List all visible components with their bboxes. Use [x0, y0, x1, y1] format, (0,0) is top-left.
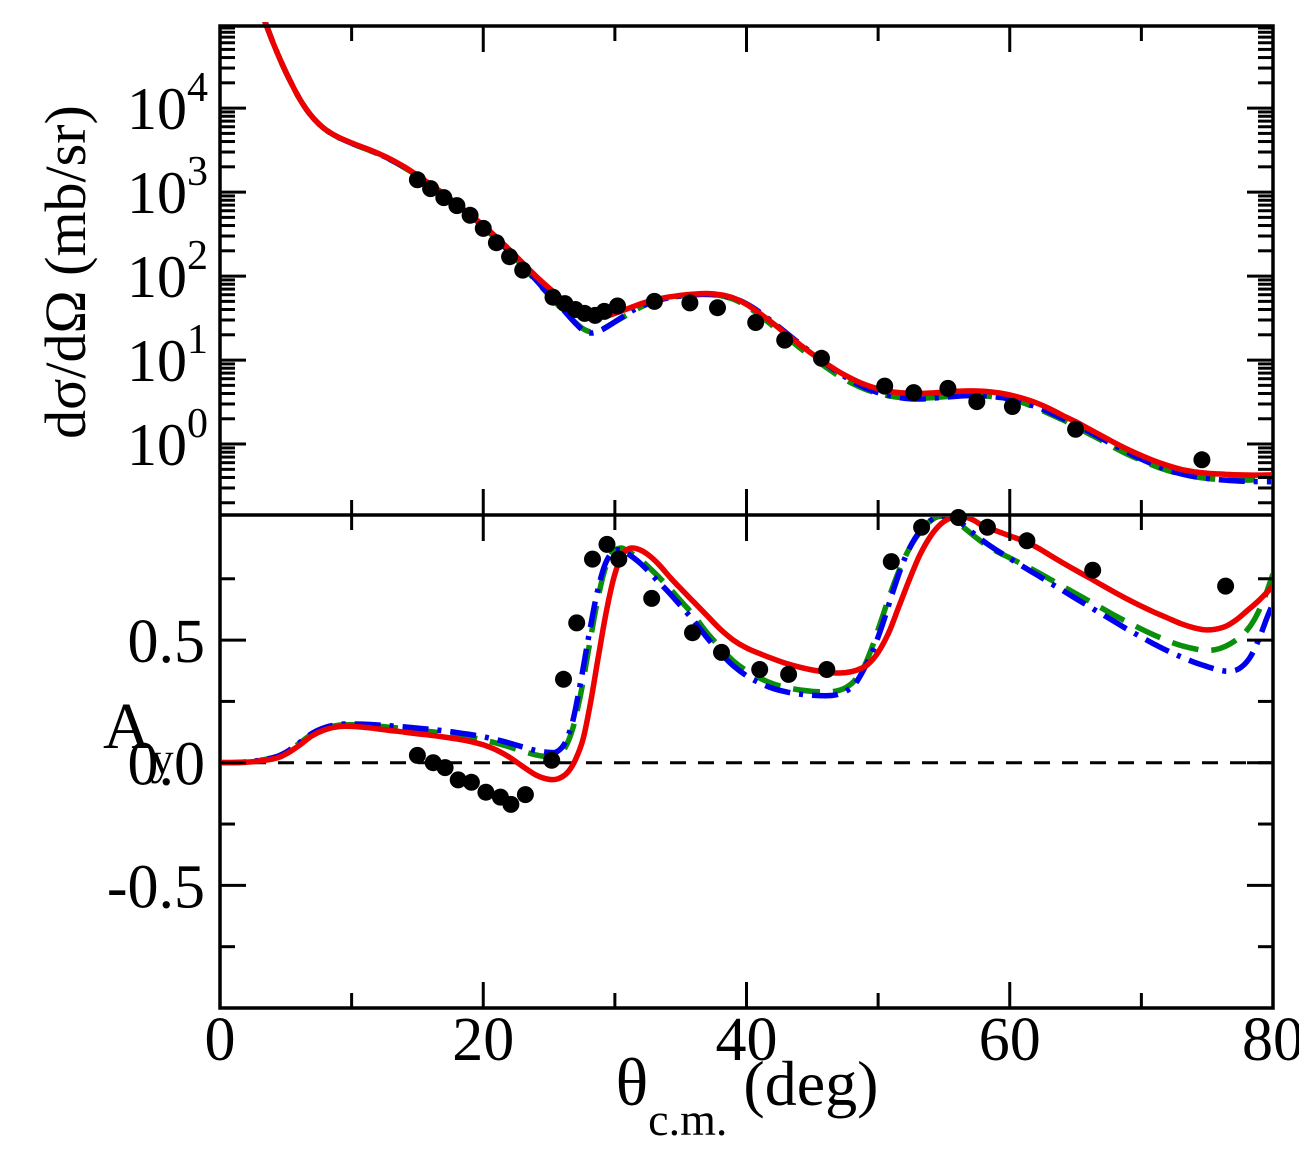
- data-point: [1003, 398, 1021, 415]
- x-tick-label: 40: [716, 1006, 778, 1074]
- data-point: [610, 550, 628, 568]
- data-point: [913, 518, 931, 536]
- log-tick-label: 101: [127, 317, 208, 394]
- data-point: [751, 661, 769, 678]
- data-point: [1018, 532, 1036, 550]
- data-point: [543, 751, 561, 769]
- bottom-panel-curves: [222, 517, 1271, 783]
- curve-red-solid-curve: [262, 22, 1271, 478]
- data-point: [408, 746, 426, 764]
- top-panel-data-points: [408, 171, 1211, 469]
- data-point: [1067, 420, 1085, 438]
- data-point: [448, 197, 466, 215]
- curve-green-dashed-curve: [262, 22, 1271, 483]
- curve-green-dashed-curve: [222, 517, 1271, 766]
- data-point: [709, 299, 726, 317]
- data-point: [422, 180, 440, 198]
- data-point: [449, 771, 467, 789]
- x-tick-label: 0: [205, 1006, 236, 1074]
- top-y-axis-label: dσ/dΩ (mb/sr): [33, 105, 98, 439]
- data-point: [681, 294, 699, 312]
- data-point: [645, 292, 663, 310]
- data-point: [474, 219, 492, 237]
- x-tick-labels: 0 20 40 60 80: [205, 1006, 1299, 1074]
- log-tick-label: 104: [127, 65, 208, 142]
- data-point: [595, 302, 613, 320]
- bottom-panel-data-points: [408, 509, 1235, 813]
- data-point: [780, 665, 798, 683]
- data-point: [477, 783, 495, 801]
- data-point: [1084, 561, 1102, 579]
- data-point: [435, 189, 453, 207]
- data-point: [487, 234, 505, 252]
- data-point: [643, 589, 661, 607]
- data-point: [813, 349, 830, 367]
- data-point: [436, 759, 454, 777]
- y-tick-label: 0.5: [128, 608, 206, 676]
- log-tick-label: 103: [127, 149, 208, 226]
- data-point: [1193, 451, 1211, 469]
- data-point: [462, 773, 480, 791]
- data-point: [1217, 577, 1235, 595]
- y-tick-label: 0.0: [128, 731, 206, 799]
- data-point: [461, 206, 479, 224]
- data-point: [978, 518, 996, 536]
- curve-blue-dash-dot-curve: [222, 517, 1271, 766]
- top-panel-curves: [262, 22, 1271, 485]
- data-point: [713, 643, 730, 661]
- data-point: [516, 786, 534, 804]
- axis-ticks: [220, 26, 1273, 1008]
- data-point: [876, 377, 894, 395]
- data-point: [514, 261, 532, 279]
- log-tick-label: 100: [127, 401, 208, 478]
- data-point: [905, 384, 923, 402]
- data-point: [684, 624, 701, 642]
- data-point: [501, 248, 519, 266]
- x-tick-label: 60: [979, 1006, 1041, 1074]
- x-axis-label: θc.m. (deg): [616, 1044, 879, 1145]
- y-tick-label: -0.5: [107, 853, 205, 921]
- x-tick-label: 20: [452, 1006, 514, 1074]
- data-point: [598, 535, 616, 553]
- data-point: [408, 171, 426, 189]
- bottom-y-tick-labels: 0.5 0.0 -0.5: [107, 608, 205, 921]
- x-tick-label: 80: [1242, 1006, 1299, 1074]
- log-tick-label: 102: [127, 233, 208, 310]
- data-point: [776, 331, 794, 349]
- data-point: [939, 379, 957, 397]
- data-point: [747, 314, 765, 331]
- data-point: [818, 661, 836, 678]
- curve-red-solid-curve: [222, 517, 1271, 783]
- data-point: [555, 670, 572, 688]
- data-point: [584, 550, 601, 568]
- curve-blue-dash-dot-curve: [262, 22, 1271, 485]
- data-point: [502, 795, 520, 813]
- data-point: [609, 297, 626, 315]
- data-point: [568, 614, 586, 632]
- data-point: [949, 509, 967, 526]
- data-point: [968, 393, 986, 411]
- data-point: [882, 553, 900, 571]
